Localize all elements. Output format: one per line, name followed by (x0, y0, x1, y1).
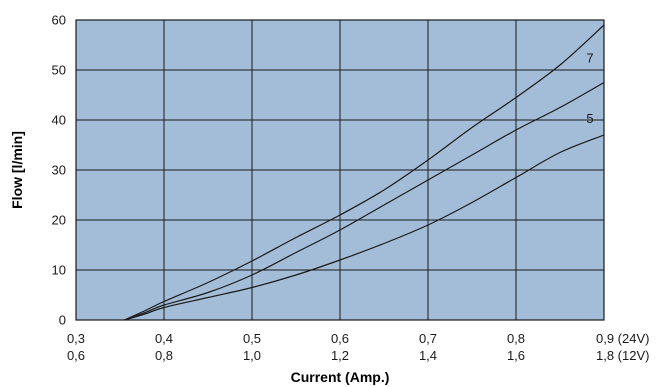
x-tick-label-12v: 1,0 (243, 348, 261, 363)
series-lines (124, 24, 605, 321)
series-label-5: 5 (586, 111, 593, 126)
x-tick-label-12v: 1,6 (507, 348, 525, 363)
y-tick-label: 40 (52, 113, 66, 128)
x-tick-label-24v: 0,6 (331, 331, 349, 346)
y-tick-label: 50 (52, 63, 66, 78)
series-line-5 (124, 134, 605, 321)
plot-border (75, 19, 605, 321)
x-axis-title: Current (Amp.) (291, 369, 390, 385)
y-tick-label: 20 (52, 213, 66, 228)
x-tick-label-24v: 0,3 (67, 331, 85, 346)
series-line-7 (124, 81, 605, 321)
x-tick-label-24v: 0,8 (507, 331, 525, 346)
x-tick-labels: 0,3 0,6 0,4 0,8 0,5 1,0 0,6 1,2 0,7 1,4 0,8 1,6 0,9 … (67, 331, 650, 363)
x-tick-label-24v: 0,4 (155, 331, 173, 346)
y-tick-label: 60 (52, 13, 66, 28)
x-tick-label-12v: 1,8 (12V) (596, 348, 649, 363)
x-tick-label-24v: 0,7 (419, 331, 437, 346)
y-tick-label: 0 (59, 313, 66, 328)
x-tick-label-12v: 1,4 (419, 348, 437, 363)
x-tick-label-24v: 0,5 (243, 331, 261, 346)
x-tick-label-12v: 0,8 (155, 348, 173, 363)
y-axis-title: Flow [l/min] (9, 131, 25, 209)
grid-lines (76, 20, 604, 320)
y-tick-label: 10 (52, 263, 66, 278)
series-line-0 (124, 24, 605, 321)
y-tick-label: 30 (52, 163, 66, 178)
x-tick-label-12v: 0,6 (67, 348, 85, 363)
x-tick-label-12v: 1,2 (331, 348, 349, 363)
x-tick-label-24v: 0,9 (24V) (596, 331, 649, 346)
y-tick-labels: 0 10 20 30 40 50 60 (52, 13, 66, 328)
series-labels: 075 (586, 51, 593, 127)
series-label-7: 7 (586, 51, 593, 66)
